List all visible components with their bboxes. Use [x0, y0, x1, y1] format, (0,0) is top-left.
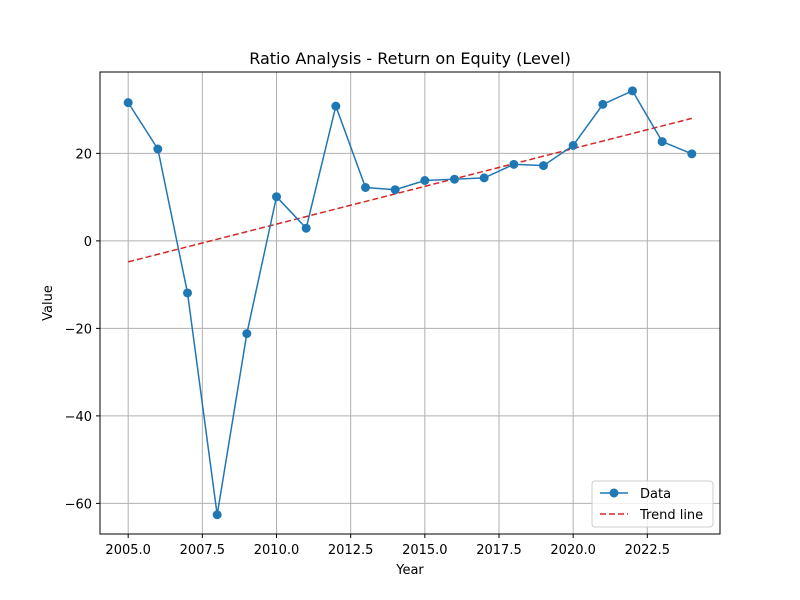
- data-point: [449, 174, 459, 184]
- y-axis-ticks: −60 −40 −20 0 20: [65, 147, 100, 512]
- x-tick-label: 2020.0: [550, 543, 596, 558]
- x-tick-label: 2007.5: [180, 543, 226, 558]
- data-point: [390, 185, 400, 195]
- data-point: [153, 144, 163, 154]
- plot-frame: [99, 71, 721, 535]
- chart-title: Ratio Analysis - Return on Equity (Level…: [249, 49, 571, 68]
- data-point: [657, 137, 667, 147]
- data-point: [301, 223, 311, 233]
- y-tick-label: 20: [75, 147, 92, 162]
- data-point: [272, 192, 282, 202]
- data-point: [538, 161, 548, 171]
- data-point: [627, 86, 637, 96]
- x-tick-label: 2010.0: [254, 543, 300, 558]
- series-trend-line: [127, 117, 693, 263]
- y-tick-label: −60: [65, 497, 92, 512]
- x-tick-label: 2017.5: [476, 543, 522, 558]
- grid-lines: [100, 72, 720, 534]
- data-point: [183, 288, 193, 298]
- x-axis-ticks: 2005.0 2007.5 2010.0 2012.5 2015.0 2017.5 2020…: [105, 534, 670, 558]
- y-tick-label: 0: [84, 235, 92, 250]
- data-point: [598, 99, 608, 109]
- data-point: [687, 149, 697, 159]
- data-point: [420, 176, 430, 185]
- series-data-line: [127, 89, 693, 515]
- legend-marker-data: [609, 488, 619, 498]
- legend-label-data: Data: [640, 487, 671, 502]
- y-tick-label: −20: [65, 322, 92, 337]
- x-tick-label: 2015.0: [402, 543, 448, 558]
- legend-label-trend: Trend line: [639, 508, 703, 523]
- x-tick-label: 2012.5: [328, 543, 374, 558]
- data-point: [212, 510, 222, 520]
- data-point: [568, 141, 578, 150]
- data-point: [361, 183, 371, 192]
- data-point: [509, 159, 519, 169]
- x-tick-label: 2005.0: [105, 543, 151, 558]
- y-axis-label: Value: [41, 285, 56, 321]
- data-point: [123, 98, 133, 108]
- data-point: [479, 173, 489, 183]
- x-tick-label: 2022.5: [625, 543, 671, 558]
- data-point: [331, 101, 341, 111]
- data-point: [242, 329, 252, 339]
- series-layer: [123, 86, 697, 520]
- legend: Data Trend line: [591, 480, 714, 528]
- x-axis-label: Year: [395, 563, 424, 578]
- y-tick-label: −40: [65, 410, 92, 425]
